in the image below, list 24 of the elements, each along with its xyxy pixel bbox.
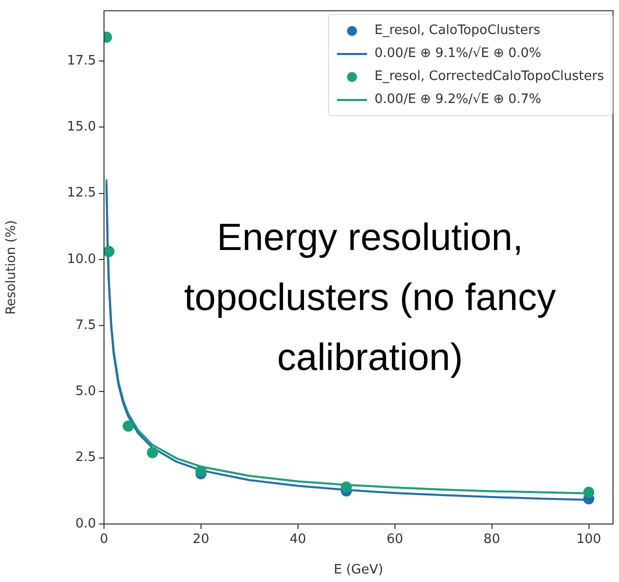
y-tick-label: 5.0: [75, 384, 96, 400]
legend-label: 0.00/E ⊕ 9.1%/√E ⊕ 0.0%: [374, 46, 542, 61]
y-tick-label: 0.0: [75, 516, 96, 532]
annotation: Energy resolution, topoclusters (no fancy calibration): [183, 216, 557, 381]
legend-label: E_resol, CaloTopoClusters: [374, 23, 540, 38]
legend-label: 0.00/E ⊕ 9.2%/√E ⊕ 0.7%: [374, 92, 542, 107]
point: [583, 486, 594, 498]
y-tick-label: 17.5: [67, 53, 96, 68]
legend-label: E_resol, CorrectedCaloTopoClusters: [374, 69, 604, 84]
point: [340, 481, 352, 492]
x-tick-label: 60: [386, 532, 404, 548]
y-tick-label: 2.5: [75, 450, 96, 466]
x-axis-title: E (GeV): [334, 562, 384, 578]
x-tick-label: 20: [192, 532, 210, 548]
y-tick-label: 15.0: [67, 120, 96, 135]
x-tick-label: 40: [290, 532, 306, 548]
x-tick-label: 80: [484, 532, 500, 548]
y-axis-title: Resolution (%): [4, 220, 20, 315]
point: [195, 466, 206, 477]
y-tick-label: 10.0: [67, 252, 96, 267]
x-tick-label: 100: [576, 532, 602, 548]
x-tick-label: 0: [100, 532, 108, 548]
y-tick-label: 12.5: [67, 186, 96, 201]
y-tick-label: 7.5: [75, 318, 96, 333]
